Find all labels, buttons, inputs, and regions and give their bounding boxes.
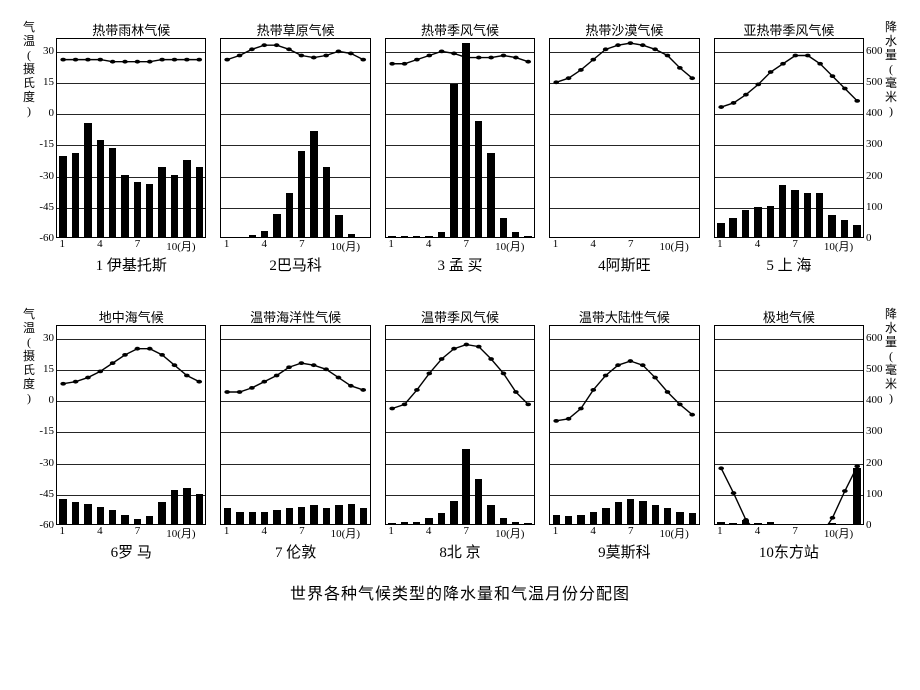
city-label: 8北 京: [439, 541, 480, 562]
precipitation-axis: 降 水 量 ( 毫 米 )6005004003002001000: [864, 307, 898, 525]
climate-plot: [220, 325, 370, 525]
climate-plot: [56, 325, 206, 525]
temperature-line: [221, 326, 369, 524]
figure-caption: 世界各种气候类型的降水量和气温月份分配图: [22, 580, 898, 604]
month-axis: 14710(月): [714, 238, 864, 252]
climate-type-label: 极地气候: [763, 307, 815, 322]
chart-row: 气 温 ( 摄 氏 度 )30150-15-30-45-60 热带雨林气候 1471…: [22, 20, 898, 275]
climate-type-label: 亚热带季风气候: [743, 20, 834, 35]
climate-plot: [385, 38, 535, 238]
panels-container: 热带雨林气候14710(月)1 伊基托斯热带草原气候14710(月)2巴马科热带…: [56, 20, 864, 275]
temperature-line: [550, 39, 698, 237]
climate-panel: 亚热带季风气候 14710(月) 5 上 海: [714, 20, 864, 275]
month-axis: 14710(月): [56, 525, 206, 539]
panels-container: 地中海气候 14710(月) 6罗 马 温带海洋性气候 14710(月) 7 伦敦 温带季风…: [56, 307, 864, 562]
city-label: 10东方站: [759, 541, 819, 562]
climate-plot: [549, 325, 699, 525]
climate-panel: 热带雨林气候 14710(月) 1 伊基托斯: [56, 20, 206, 275]
climate-panel: 地中海气候 14710(月) 6罗 马: [56, 307, 206, 562]
climate-type-label: 热带季风气候: [421, 20, 499, 35]
climate-panel: 热带沙漠气候 14710(月) 4阿斯旺: [549, 20, 699, 275]
climate-plot: [385, 325, 535, 525]
climate-panel: 温带海洋性气候 14710(月) 7 伦敦: [220, 307, 370, 562]
climate-type-label: 温带季风气候: [421, 307, 499, 322]
climate-plot: [714, 325, 864, 525]
city-label: 7 伦敦: [275, 541, 316, 562]
climate-type-label: 热带雨林气候: [92, 20, 170, 35]
climate-type-label: 地中海气候: [99, 307, 164, 322]
climate-panel: 温带季风气候 14710(月) 8北 京: [385, 307, 535, 562]
temperature-axis: 气 温 ( 摄 氏 度 )30150-15-30-45-60: [22, 20, 56, 238]
climate-type-label: 热带沙漠气候: [585, 20, 663, 35]
month-axis: 14710(月): [549, 525, 699, 539]
precipitation-axis-label: 降 水 量 ( 毫 米 ): [884, 307, 898, 405]
city-label: 6罗 马: [111, 541, 152, 562]
temperature-line: [386, 326, 534, 524]
climate-type-label: 热带草原气候: [257, 20, 335, 35]
city-label: 9莫斯科: [598, 541, 651, 562]
climate-panel: 热带草原气候 14710(月) 2巴马科: [220, 20, 370, 275]
city-label: 1 伊基托斯: [96, 254, 167, 275]
temperature-line: [550, 326, 698, 524]
month-axis: 14710(月): [549, 238, 699, 252]
temperature-axis-label: 气 温 ( 摄 氏 度 ): [22, 20, 36, 118]
city-label: 4阿斯旺: [598, 254, 651, 275]
climate-plot: [220, 38, 370, 238]
precipitation-axis: 降 水 量 ( 毫 米 )6005004003002001000: [864, 20, 898, 238]
chart-row: 气 温 ( 摄 氏 度 )30150-15-30-45-60 地中海气候 14710…: [22, 307, 898, 562]
temperature-line: [221, 39, 369, 237]
temperature-line: [57, 326, 205, 524]
temperature-line: [57, 39, 205, 237]
city-label: 5 上 海: [766, 254, 811, 275]
city-label: 2巴马科: [269, 254, 322, 275]
month-axis: 14710(月): [220, 238, 370, 252]
temperature-line: [715, 326, 863, 524]
climate-type-label: 温带大陆性气候: [579, 307, 670, 322]
month-axis: 14710(月): [220, 525, 370, 539]
month-axis: 14710(月): [385, 525, 535, 539]
city-label: 3 孟 买: [438, 254, 483, 275]
precipitation-axis-label: 降 水 量 ( 毫 米 ): [884, 20, 898, 118]
climate-panel: 热带季风气候 14710(月) 3 孟 买: [385, 20, 535, 275]
month-axis: 14710(月): [385, 238, 535, 252]
temperature-line: [715, 39, 863, 237]
temperature-axis: 气 温 ( 摄 氏 度 )30150-15-30-45-60: [22, 307, 56, 525]
temperature-axis-label: 气 温 ( 摄 氏 度 ): [22, 307, 36, 405]
climate-plot: [549, 38, 699, 238]
climate-panel: 温带大陆性气候 14710(月) 9莫斯科: [549, 307, 699, 562]
climate-plot: [56, 38, 206, 238]
month-axis: 14710(月): [56, 238, 206, 252]
climate-type-label: 温带海洋性气候: [250, 307, 341, 322]
month-axis: 14710(月): [714, 525, 864, 539]
climate-plot: [714, 38, 864, 238]
temperature-line: [386, 39, 534, 237]
climate-panel: 极地气候 14710(月) 10东方站: [714, 307, 864, 562]
